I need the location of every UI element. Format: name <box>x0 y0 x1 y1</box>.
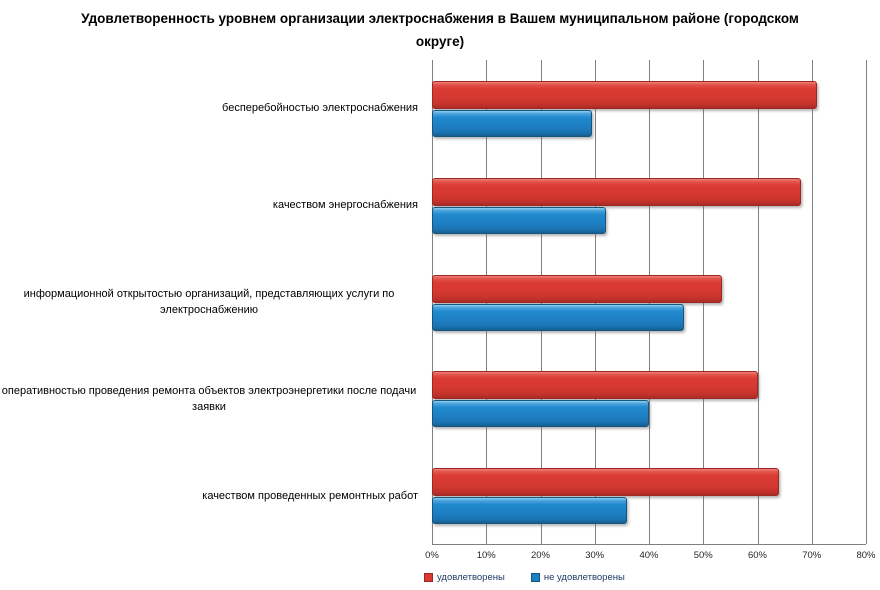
bar-not-satisfied[interactable] <box>432 206 606 234</box>
legend-label-not-satisfied: не удовлетворены <box>543 571 625 583</box>
gridline <box>811 60 813 544</box>
category-label: качеством проведенных ремонтных работ <box>0 447 425 544</box>
bar-group <box>432 350 866 447</box>
legend-label-satisfied: удовлетворены <box>437 571 505 583</box>
category-label: бесперебойностью электроснабжения <box>0 60 425 157</box>
gridline <box>866 60 867 544</box>
category-label-text: качеством проведенных ремонтных работ <box>202 489 418 502</box>
bar-group <box>432 60 866 157</box>
legend: удовлетворены не удовлетворены <box>424 569 625 585</box>
bar-satisfied[interactable] <box>432 274 723 303</box>
bar-not-satisfied[interactable] <box>432 110 593 137</box>
bar-satisfied[interactable] <box>432 177 801 206</box>
gridline <box>757 60 759 544</box>
category-label-text: бесперебойностью электроснабжения <box>222 102 418 115</box>
bar-group <box>432 157 866 254</box>
category-label-text: информационной открытостью организаций, … <box>23 287 395 316</box>
x-tick-label: 50% <box>693 550 713 561</box>
bar-not-satisfied[interactable] <box>432 400 649 428</box>
x-tick-label: 80% <box>856 550 876 561</box>
bar-not-satisfied[interactable] <box>432 497 628 525</box>
category-label-text: оперативностью проведения ремонта объект… <box>1 384 417 413</box>
category-labels: бесперебойностью электроснабжения качеств… <box>0 60 425 544</box>
x-tick-label: 10% <box>476 550 496 561</box>
x-tick-label: 70% <box>802 550 822 561</box>
x-tick-label: 40% <box>639 550 659 561</box>
bar-satisfied[interactable] <box>432 371 758 400</box>
category-label: оперативностью проведения ремонта объект… <box>0 350 425 447</box>
category-label: качеством энергоснабжения <box>0 157 425 254</box>
plot-area <box>432 60 867 545</box>
bar-group <box>432 447 866 544</box>
bar-satisfied[interactable] <box>432 81 818 109</box>
legend-item-satisfied[interactable]: удовлетворены <box>424 572 505 583</box>
x-tick-label: 0% <box>425 550 439 561</box>
legend-swatch-red-icon <box>424 572 433 582</box>
legend-item-not-satisfied[interactable]: не удовлетворены <box>530 571 625 583</box>
x-axis-labels: 0% 10% 20% 30% 40% 50% 60% 70% 80% <box>425 550 875 564</box>
bar-group <box>432 254 866 351</box>
category-label-text: качеством энергоснабжения <box>272 199 418 212</box>
bar-satisfied[interactable] <box>432 468 780 497</box>
category-label: информационной открытостью организаций, … <box>0 254 425 351</box>
x-tick-label: 60% <box>747 550 768 561</box>
bar-not-satisfied[interactable] <box>432 303 685 331</box>
x-tick-label: 30% <box>585 550 605 561</box>
chart-title: Удовлетворенность уровнем организации эл… <box>81 11 799 49</box>
x-tick-label: 20% <box>530 550 551 561</box>
legend-swatch-blue-icon <box>530 572 540 582</box>
